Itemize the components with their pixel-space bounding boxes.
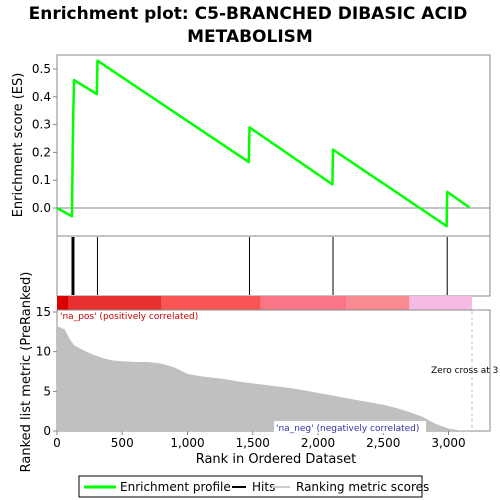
es-panel: 0.0 0.1 0.2 0.3 0.4 0.5 Enrichment score (ES) <box>11 54 491 237</box>
rank-xtick-label: 1,000 <box>170 436 204 450</box>
hits-frame <box>56 235 491 297</box>
chart-title-line1: Enrichment plot: C5-BRANCHED DIBASIC ACI… <box>29 4 468 24</box>
es-ytick-label: 0.5 <box>32 62 51 76</box>
rank-ytick-label: 0 <box>43 424 51 438</box>
legend-enrichment-label: Enrichment profile <box>120 480 231 494</box>
colorbar-segment <box>161 296 261 310</box>
rank-xtick-label: 500 <box>111 436 134 450</box>
rank-x-axis-label: Rank in Ordered Dataset <box>196 452 357 467</box>
rank-ytick-label: 15 <box>36 305 51 319</box>
legend: Enrichment profile Hits Ranking metric s… <box>78 475 429 498</box>
hits-panel <box>56 235 491 297</box>
colorbar-segment <box>346 296 410 310</box>
es-plot-frame <box>56 54 491 237</box>
legend-frame <box>78 475 423 498</box>
es-ytick-label: 0.2 <box>32 145 51 159</box>
rank-panel: 0 5 10 15 0 500 1,000 1,500 2,000 2,500 3,000 'na… <box>19 272 498 473</box>
positive-correlation-label: 'na_pos' (positively correlated) <box>60 312 198 322</box>
colorbar-segment <box>260 296 347 310</box>
rank-ytick-label: 10 <box>36 345 51 359</box>
ranking-metric-area <box>57 326 472 431</box>
zero-cross-label: Zero cross at 3 <box>431 366 498 376</box>
es-ytick-label: 0.0 <box>32 201 51 215</box>
rank-y-axis-label: Ranked list metric (PreRanked) <box>19 272 34 473</box>
rank-xtick-label: 2,500 <box>366 436 400 450</box>
rank-colorbar <box>57 296 472 310</box>
rank-xtick-label: 0 <box>53 436 61 450</box>
rank-xtick-label: 2,000 <box>301 436 335 450</box>
colorbar-segment <box>57 296 69 310</box>
es-ytick-label: 0.4 <box>32 90 51 104</box>
chart-title-line2: METABOLISM <box>187 27 313 47</box>
es-y-axis-label: Enrichment score (ES) <box>11 73 26 218</box>
legend-hits-label: Hits <box>252 480 275 494</box>
legend-ranking-label: Ranking metric scores <box>296 480 429 494</box>
es-ytick-label: 0.1 <box>32 173 51 187</box>
negative-label-box <box>274 421 426 433</box>
colorbar-segment <box>68 296 162 310</box>
rank-ytick-label: 5 <box>43 384 51 398</box>
negative-correlation-label: 'na_neg' (negatively correlated) <box>276 424 419 434</box>
rank-xtick-label: 3,000 <box>431 436 465 450</box>
es-ytick-label: 0.3 <box>32 118 51 132</box>
enrichment-profile-line <box>56 59 471 228</box>
colorbar-segment <box>409 296 472 310</box>
rank-xtick-label: 1,500 <box>236 436 270 450</box>
